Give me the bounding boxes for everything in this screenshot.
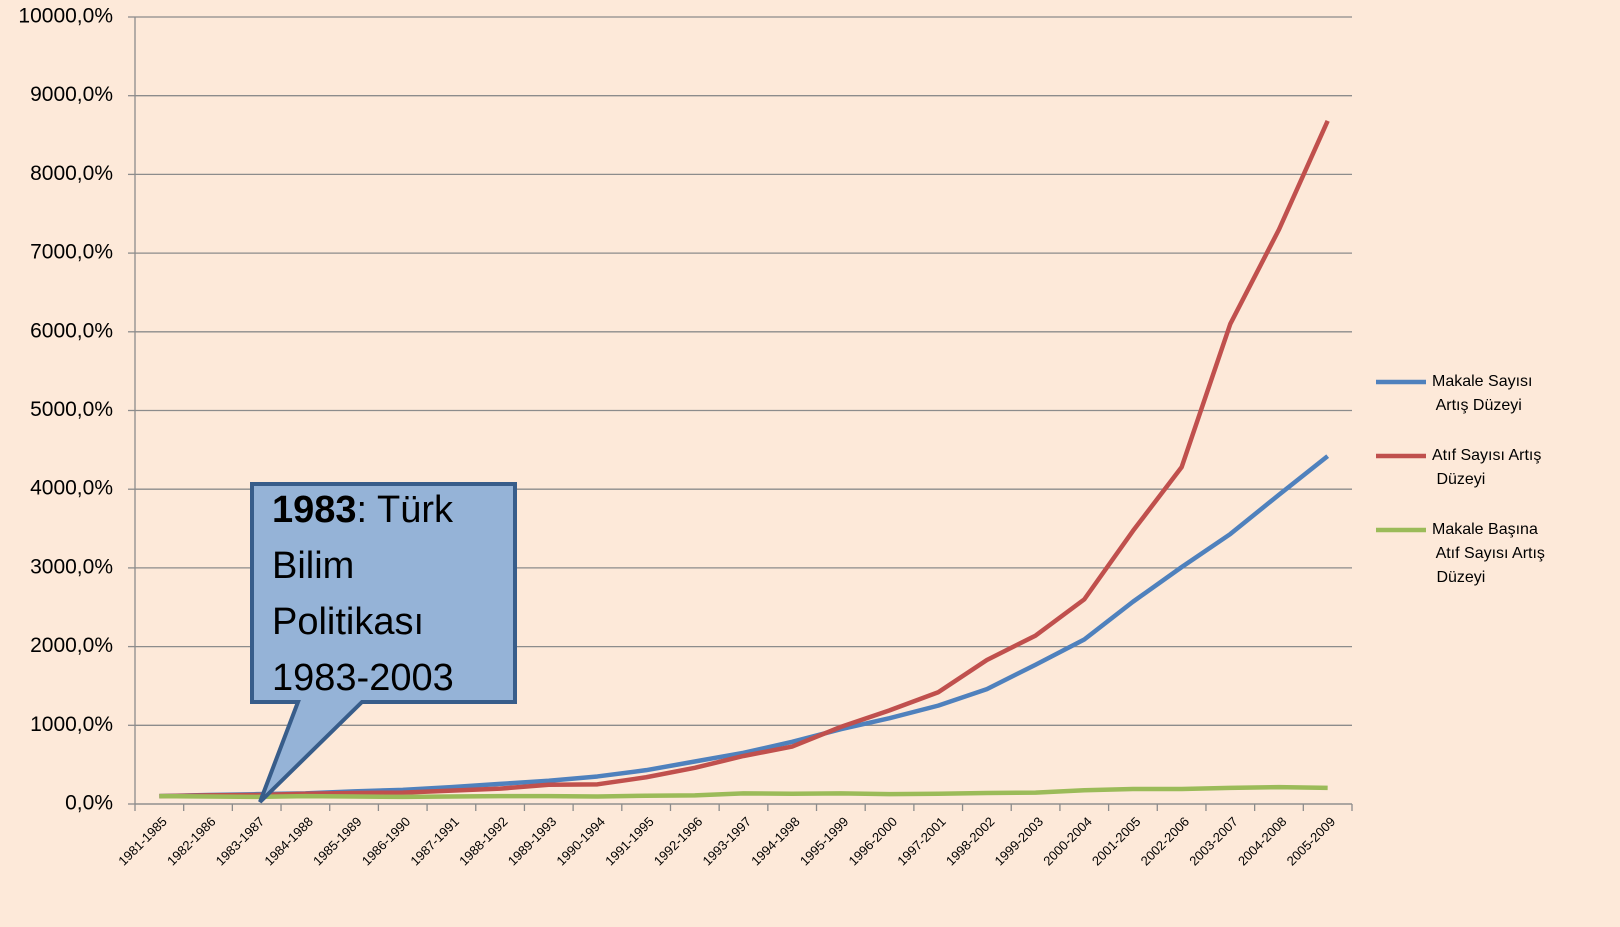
y-tick-label: 7000,0% (30, 241, 113, 264)
y-tick-label: 6000,0% (30, 319, 113, 342)
legend-label: Makale Sayısı Artış Düzeyi (1432, 373, 1532, 414)
legend-label: Makale Başına Atıf Sayısı Artış Düzeyi (1432, 521, 1545, 586)
y-tick-label: 2000,0% (30, 634, 113, 657)
y-tick-label: 3000,0% (30, 555, 113, 578)
legend-label: Atıf Sayısı Artış Düzeyi (1432, 447, 1541, 488)
series-line (159, 784, 1328, 800)
annotation-text: 1983-2003 (272, 657, 454, 699)
annotation-bold: 1983 (272, 489, 357, 531)
annotation-line: 1983-2003 (272, 657, 454, 699)
y-tick-label: 1000,0% (30, 713, 113, 736)
y-tick-label: 9000,0% (30, 83, 113, 106)
y-tick-label: 4000,0% (30, 477, 113, 500)
annotation-text: Bilim (272, 545, 354, 587)
series-line (159, 119, 1330, 799)
annotation-line: : Türk (357, 489, 454, 531)
annotation-text: 1983: Türk (272, 489, 454, 531)
callout (250, 482, 517, 804)
y-tick-label: 0,0% (65, 792, 113, 815)
annotation-text: Politikası (272, 601, 424, 643)
annotation-line: Politikası (272, 601, 424, 643)
annotation-line: Bilim (272, 545, 354, 587)
y-tick-label: 5000,0% (30, 398, 113, 421)
y-tick-label: 8000,0% (30, 162, 113, 185)
y-tick-label: 10000,0% (18, 5, 113, 28)
